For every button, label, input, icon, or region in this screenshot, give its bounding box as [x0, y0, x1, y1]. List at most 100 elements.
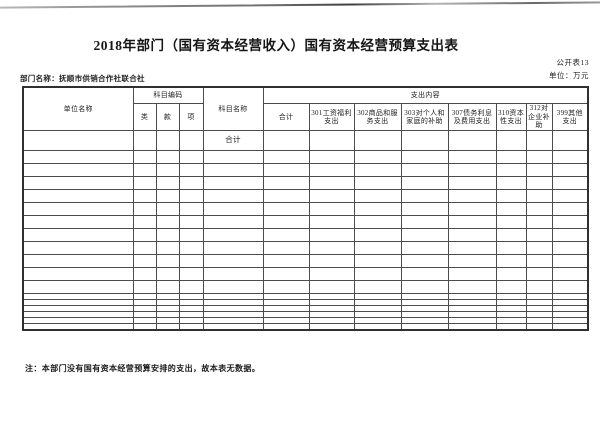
table-cell — [22, 254, 134, 268]
table-cell — [155, 215, 180, 229]
table-cell — [400, 254, 449, 268]
table-cell — [22, 241, 134, 255]
table-cell — [308, 228, 355, 242]
table-cell — [178, 267, 204, 281]
table-cell — [525, 202, 553, 216]
table-cell — [308, 241, 355, 255]
table-cell — [308, 254, 355, 268]
table-cell — [262, 241, 310, 255]
table-cell — [155, 189, 180, 203]
header-expense-total: 合计 — [262, 103, 310, 131]
table-cell — [178, 163, 204, 177]
table-cell — [132, 163, 157, 177]
header-expense-312: 312对企业补助 — [525, 103, 553, 131]
table-cell — [132, 254, 157, 268]
table-cell — [353, 202, 402, 216]
table-cell — [308, 176, 355, 190]
table-cell — [132, 130, 157, 151]
table-cell — [400, 189, 449, 203]
budget-table-body: 合计 — [22, 130, 589, 331]
unit-label: 单位：万元 — [549, 71, 589, 80]
table-cell — [155, 176, 180, 190]
table-cell — [525, 215, 553, 229]
table-cell — [447, 241, 497, 255]
table-cell — [447, 215, 497, 229]
table-cell — [308, 202, 355, 216]
table-cell — [495, 228, 527, 242]
table-cell — [353, 163, 402, 177]
page-title: 2018年部门（国有资本经营收入）国有资本经营预算支出表 — [93, 38, 459, 53]
table-cell — [155, 254, 180, 268]
table-cell — [202, 228, 264, 242]
table-cell — [353, 241, 402, 255]
table-cell — [308, 189, 355, 203]
table-cell — [447, 202, 497, 216]
table-row — [22, 163, 589, 177]
table-cell — [447, 228, 497, 242]
table-cell — [178, 241, 204, 255]
table-cell — [202, 241, 264, 255]
table-cell — [178, 176, 204, 190]
header-code-section: 款 — [155, 103, 180, 131]
table-cell — [155, 150, 180, 164]
table-cell — [22, 323, 134, 331]
table-cell — [178, 280, 204, 294]
table-cell — [202, 189, 264, 203]
table-cell — [202, 267, 264, 281]
table-cell — [551, 280, 589, 294]
table-cell — [551, 215, 589, 229]
table-cell — [353, 280, 402, 294]
table-cell — [400, 215, 449, 229]
table-cell — [308, 130, 355, 151]
table-cell — [447, 176, 497, 190]
table-cell — [447, 163, 497, 177]
table-cell — [155, 202, 180, 216]
table-cell — [551, 176, 589, 190]
table-cell — [178, 130, 204, 151]
table-cell — [551, 228, 589, 242]
table-cell — [178, 254, 204, 268]
table-cell — [551, 323, 589, 331]
table-cell — [525, 130, 553, 151]
table-cell — [447, 254, 497, 268]
table-cell — [155, 228, 180, 242]
table-cell — [353, 323, 402, 331]
table-cell — [262, 254, 310, 268]
table-cell — [202, 163, 264, 177]
table-cell — [202, 254, 264, 268]
table-cell — [400, 176, 449, 190]
table-cell — [202, 202, 264, 216]
table-cell — [400, 163, 449, 177]
table-cell — [262, 176, 310, 190]
table-cell — [525, 189, 553, 203]
header-subject-code: 科目编码 — [132, 86, 204, 104]
table-row — [22, 202, 589, 216]
table-cell — [132, 215, 157, 229]
table-row — [22, 317, 589, 324]
table-cell — [155, 323, 180, 331]
table-cell — [400, 267, 449, 281]
table-cell — [22, 163, 134, 177]
table-row — [22, 305, 589, 312]
table-cell — [22, 280, 134, 294]
table-cell — [495, 267, 527, 281]
table-cell — [308, 323, 355, 331]
table-cell — [495, 202, 527, 216]
table-cell — [447, 189, 497, 203]
table-cell — [495, 215, 527, 229]
table-cell — [447, 150, 497, 164]
table-cell — [353, 254, 402, 268]
table-cell — [551, 254, 589, 268]
table-cell — [308, 163, 355, 177]
table-cell — [22, 150, 134, 164]
table-cell — [525, 241, 553, 255]
header-code-item: 项 — [178, 103, 204, 131]
table-cell — [495, 163, 527, 177]
table-cell — [353, 267, 402, 281]
table-cell — [353, 130, 402, 151]
table-cell — [178, 202, 204, 216]
table-row — [22, 311, 589, 318]
header-unit-name: 单位名称 — [22, 86, 134, 131]
table-cell — [132, 189, 157, 203]
table-cell — [262, 163, 310, 177]
